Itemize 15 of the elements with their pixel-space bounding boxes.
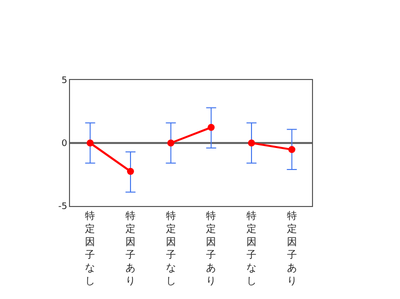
point bbox=[127, 168, 134, 175]
point bbox=[86, 140, 94, 146]
point bbox=[288, 146, 296, 154]
point bbox=[167, 140, 174, 146]
x-tick-label: 特定因子あり bbox=[286, 210, 297, 287]
x-tick-label: 特定因子なし bbox=[85, 210, 96, 287]
x-tick-label: 特定因子なし bbox=[166, 210, 176, 287]
x-tick-label: 特定因子あり bbox=[126, 210, 136, 287]
y-tick-label: 5 bbox=[61, 76, 68, 86]
y-tick-label: -5 bbox=[58, 202, 68, 212]
point bbox=[248, 140, 255, 146]
x-tick-label: 特定因子なし bbox=[246, 210, 256, 287]
y-tick-label: 0 bbox=[61, 139, 68, 150]
point bbox=[208, 124, 215, 131]
x-tick-label: 特定因子あり bbox=[206, 210, 216, 287]
